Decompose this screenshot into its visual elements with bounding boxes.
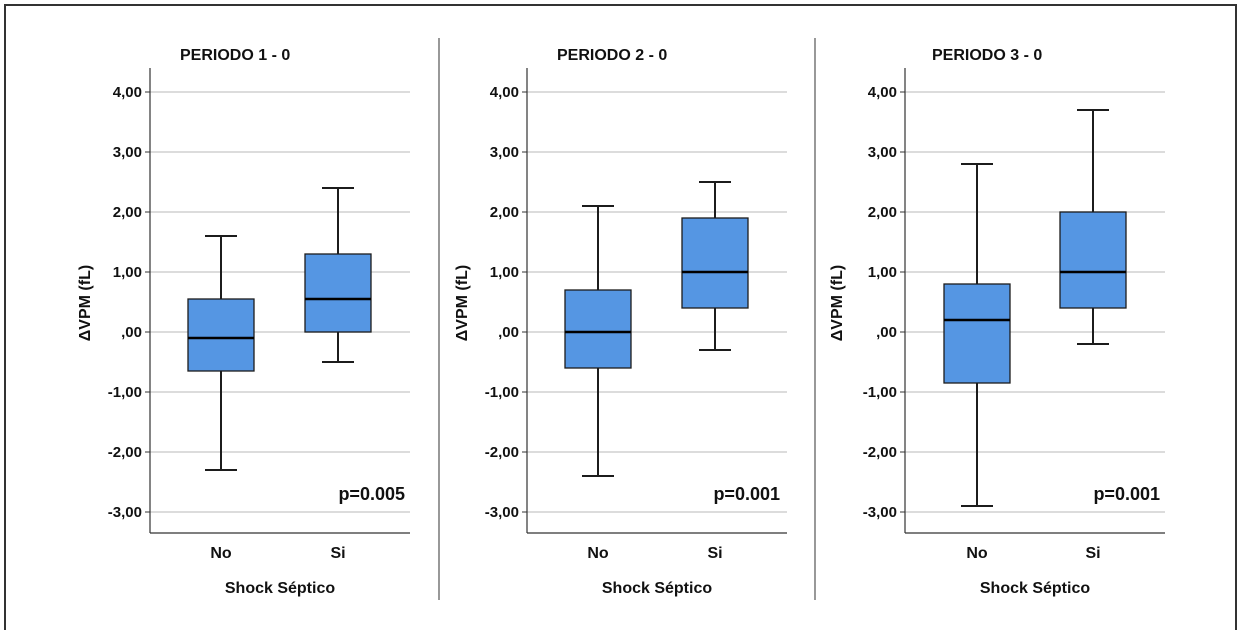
panel-1-y-tick-label: -3,00 [108,504,142,521]
panel-1-y-tick-label: ,00 [121,324,142,341]
panel-2-si-box [681,217,749,309]
panel-2-y-tick-label: ,00 [498,324,519,341]
panel-2-y-tick-label: -2,00 [485,444,519,461]
panel-2-y-tick-label: -1,00 [485,384,519,401]
panel-3-y-tick-label: 1,00 [868,264,897,281]
panel-3-y-tick-label: -2,00 [863,444,897,461]
panel-1-category-si: Si [330,545,345,562]
panel-2-pvalue: p=0.001 [713,484,780,504]
panel-1-y-tick-label: 4,00 [113,84,142,101]
panel-2-y-tick-label: 2,00 [490,204,519,221]
panel-3: PERIODO 3 - 0 ΔVPM (fL) 4,00 3,00 2,00 1,00… [829,47,1165,597]
panel-3-y-tick-label: 4,00 [868,84,897,101]
panel-3-y-tick-label: -1,00 [863,384,897,401]
panel-3-category-si: Si [1085,545,1100,562]
panel-1-plot: 4,00 3,00 2,00 1,00 ,00 -1,00 -2,00 -3,00 [108,68,410,534]
panel-2-no-box [564,289,632,369]
panel-3-pvalue: p=0.001 [1093,484,1160,504]
panel-1-no-box [187,298,255,372]
panel-3-si-box [1059,211,1127,309]
panel-3-ylabel: ΔVPM (fL) [829,265,846,341]
panel-2-xlabel: Shock Séptico [602,580,712,597]
panel-1-si-box [304,253,372,333]
panel-2-y-tick-label: 1,00 [490,264,519,281]
panel-2-category-si: Si [707,545,722,562]
panel-2-title: PERIODO 2 - 0 [557,47,667,64]
panel-1-ylabel: ΔVPM (fL) [77,265,94,341]
panel-3-no-box [943,283,1011,384]
panel-1-category-no: No [210,545,232,562]
panel-2-y-tick-label: -3,00 [485,504,519,521]
panel-2: PERIODO 2 - 0 ΔVPM (fL) 4,00 3,00 2,00 1,00… [454,47,787,597]
panel-3-y-tick-label: ,00 [876,324,897,341]
panel-3-xlabel: Shock Séptico [980,580,1090,597]
panel-1-title: PERIODO 1 - 0 [180,47,290,64]
panel-3-y-tick-label: -3,00 [863,504,897,521]
panel-2-y-tick-label: 3,00 [490,144,519,161]
panel-3-plot: 4,00 3,00 2,00 1,00 ,00 -1,00 -2,00 -3,00 [863,68,1165,534]
panel-1-y-tick-label: 3,00 [113,144,142,161]
panel-1-xlabel: Shock Séptico [225,580,335,597]
panel-2-y-tick-label: 4,00 [490,84,519,101]
figure-border [4,4,1237,630]
panel-2-category-no: No [587,545,609,562]
panel-1-y-tick-label: -1,00 [108,384,142,401]
panel-1-y-tick-label: 2,00 [113,204,142,221]
panel-3-y-tick-label: 2,00 [868,204,897,221]
panel-1-y-tick-label: 1,00 [113,264,142,281]
panel-2-plot: 4,00 3,00 2,00 1,00 ,00 -1,00 -2,00 -3,00 [485,68,787,534]
panel-3-y-tick-label: 3,00 [868,144,897,161]
panel-3-category-no: No [966,545,988,562]
panel-1: PERIODO 1 - 0 ΔVPM (fL) 4,00 3,00 2,00 1,00… [77,47,410,597]
panel-1-y-tick-label: -2,00 [108,444,142,461]
panel-1-pvalue: p=0.005 [338,484,405,504]
panel-2-ylabel: ΔVPM (fL) [454,265,471,341]
panel-3-title: PERIODO 3 - 0 [932,47,1042,64]
